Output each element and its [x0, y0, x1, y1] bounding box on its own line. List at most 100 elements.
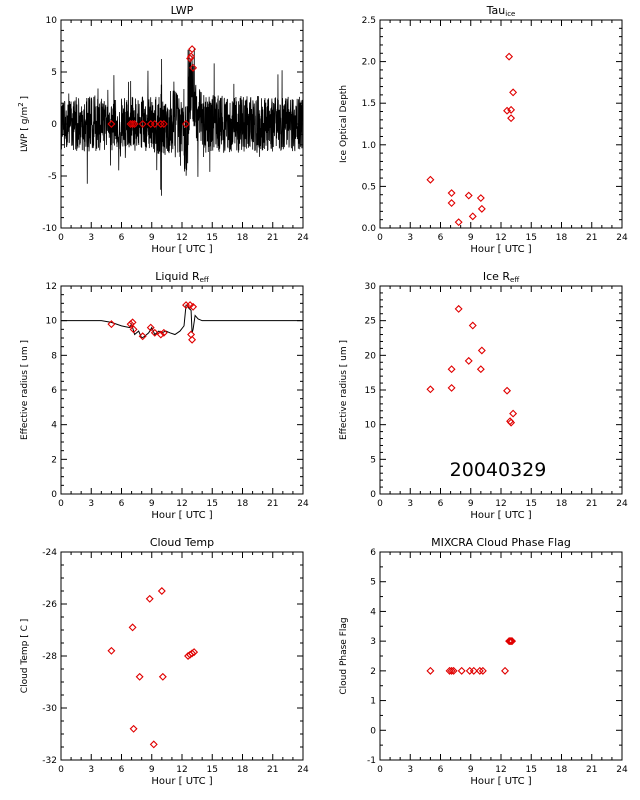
data-point — [465, 666, 474, 675]
x-tick-label: 3 — [88, 499, 94, 509]
data-point — [187, 52, 196, 61]
x-tick-label: 18 — [556, 233, 568, 243]
data-point — [447, 199, 456, 208]
data-point — [129, 724, 138, 733]
x-tick-label: 24 — [297, 499, 309, 509]
x-tick-label: 15 — [526, 499, 537, 509]
x-tick-label: 18 — [237, 233, 249, 243]
chart-ice_reff: 0 3 6 9 12 15 18 21 24 0 5 10 15 20 25 30 Ice Reff Hour [… — [339, 270, 628, 521]
data-point — [476, 194, 485, 203]
y-tick-label: 10 — [365, 421, 377, 431]
y-tick-label: 2 — [370, 667, 376, 677]
x-tick-label: 0 — [58, 233, 64, 243]
data-point — [156, 120, 165, 128]
data-point — [186, 54, 195, 63]
y-tick-label: 10 — [46, 16, 58, 26]
data-point — [454, 304, 463, 313]
x-tick-label: 18 — [556, 499, 568, 509]
data-point — [138, 332, 147, 341]
data-point — [157, 587, 166, 595]
y-tick-label: 12 — [46, 282, 57, 292]
y-axis-label: LWP [ g/m2 ] — [17, 96, 30, 152]
y-axis-label: Effective radius [ um ] — [339, 340, 349, 440]
x-tick-label: 3 — [407, 233, 413, 243]
x-tick-label: 9 — [149, 765, 155, 775]
x-tick-label: 24 — [297, 233, 309, 243]
data-point — [128, 318, 137, 327]
x-tick-label: 24 — [616, 499, 628, 509]
x-tick-label: 0 — [377, 233, 383, 243]
plot-area — [61, 304, 303, 339]
y-tick-label: -30 — [42, 704, 57, 714]
y-tick-label: 4 — [370, 607, 376, 617]
data-point — [107, 120, 116, 128]
data-point — [426, 175, 435, 184]
y-axis-label: Effective radius [ um ] — [20, 340, 30, 440]
x-axis-label: Hour [ UTC ] — [470, 776, 531, 787]
data-point — [107, 320, 116, 329]
x-tick-label: 15 — [526, 765, 537, 775]
data-point — [158, 672, 167, 681]
data-point — [503, 106, 512, 115]
data-point — [447, 666, 456, 675]
x-tick-label: 3 — [88, 233, 94, 243]
x-tick-label: 12 — [495, 765, 506, 775]
data-point — [129, 325, 138, 334]
plot-area — [61, 47, 303, 196]
x-axis-label: Hour [ UTC ] — [470, 244, 531, 255]
x-axis-label: Hour [ UTC ] — [151, 776, 212, 787]
y-tick-label: -24 — [42, 548, 57, 558]
x-tick-label: 18 — [237, 499, 249, 509]
y-tick-label: -10 — [42, 224, 57, 234]
date-stamp: 20040329 — [450, 459, 547, 481]
y-tick-label: 2.5 — [362, 16, 376, 26]
y-tick-label: 2.0 — [362, 58, 377, 68]
x-tick-label: 12 — [495, 499, 506, 509]
data-point — [507, 105, 516, 114]
x-axis-label: Hour [ UTC ] — [151, 510, 212, 521]
x-tick-label: 6 — [119, 765, 125, 775]
data-point — [149, 740, 158, 749]
y-tick-label: 0.5 — [362, 182, 376, 192]
x-tick-label: 9 — [468, 233, 474, 243]
data-point — [426, 666, 435, 675]
chart-title: Cloud Temp — [150, 536, 214, 549]
x-tick-label: 3 — [407, 765, 413, 775]
x-tick-label: 21 — [586, 765, 597, 775]
chart-cloud_temp: 0 3 6 9 12 15 18 21 24 -32 -30 -28 -26 -24 Cloud Temp H… — [20, 536, 309, 787]
data-point — [477, 346, 486, 355]
data-point — [188, 649, 197, 658]
lwp-trace — [61, 47, 303, 196]
data-point — [468, 321, 477, 330]
data-point — [126, 320, 135, 329]
x-tick-label: 24 — [616, 233, 628, 243]
y-tick-label: 20 — [365, 351, 377, 361]
data-point — [477, 204, 486, 213]
y-tick-label: 1 — [370, 697, 376, 707]
x-tick-label: 12 — [176, 765, 187, 775]
data-point — [138, 120, 147, 128]
data-point — [146, 323, 155, 332]
data-point — [135, 672, 144, 681]
data-point — [159, 328, 168, 337]
y-tick-label: -5 — [48, 172, 57, 182]
y-tick-label: -32 — [42, 756, 57, 766]
data-point — [509, 88, 518, 97]
y-tick-label: 2 — [51, 455, 57, 465]
y-tick-label: 3 — [370, 637, 376, 647]
data-point — [507, 114, 516, 123]
data-point — [509, 409, 518, 418]
x-tick-label: 12 — [495, 233, 506, 243]
x-tick-label: 0 — [58, 765, 64, 775]
y-tick-label: 6 — [51, 386, 57, 396]
x-tick-label: 15 — [207, 499, 218, 509]
x-tick-label: 21 — [267, 499, 278, 509]
data-point — [468, 212, 477, 221]
data-point — [156, 330, 165, 339]
data-point — [475, 666, 484, 675]
chart-title: MIXCRA Cloud Phase Flag — [431, 536, 571, 549]
x-axis-label: Hour [ UTC ] — [151, 244, 212, 255]
x-tick-label: 18 — [237, 765, 249, 775]
data-point — [476, 365, 485, 374]
data-point — [150, 120, 159, 128]
